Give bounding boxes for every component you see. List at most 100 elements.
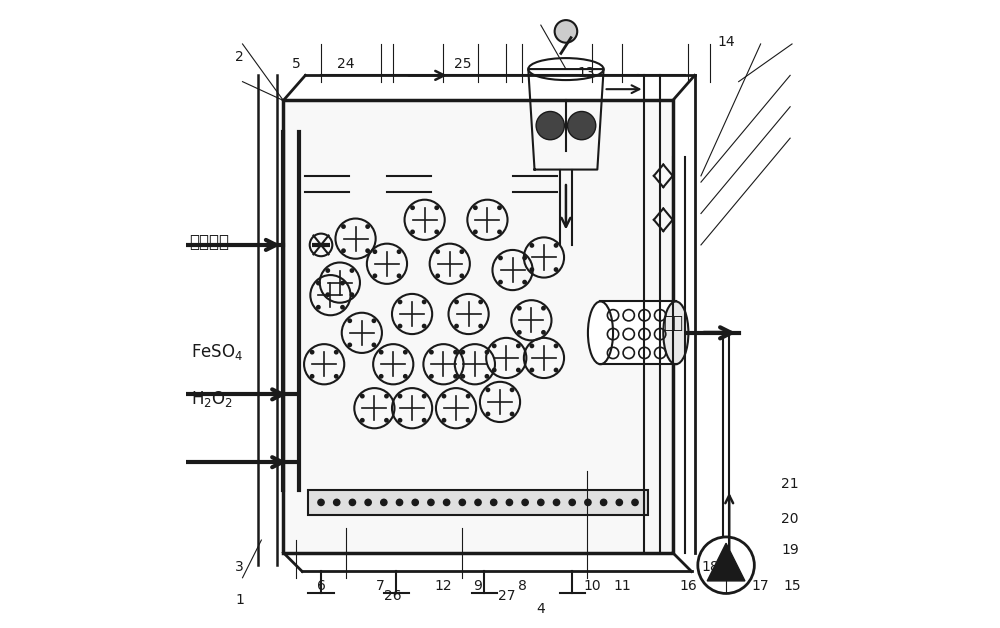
Circle shape	[403, 350, 408, 355]
Circle shape	[349, 499, 356, 506]
Text: 5: 5	[292, 57, 300, 70]
Circle shape	[485, 350, 489, 355]
Circle shape	[410, 229, 415, 234]
Circle shape	[536, 112, 564, 140]
Circle shape	[397, 273, 401, 278]
Text: 8: 8	[518, 579, 526, 593]
Text: 24: 24	[337, 57, 355, 70]
Circle shape	[422, 300, 427, 305]
Circle shape	[698, 537, 754, 593]
Circle shape	[316, 305, 321, 310]
Circle shape	[384, 418, 389, 423]
Circle shape	[397, 249, 401, 254]
Circle shape	[459, 499, 465, 506]
Circle shape	[454, 323, 459, 328]
Circle shape	[340, 281, 345, 286]
Circle shape	[529, 267, 534, 272]
Circle shape	[428, 499, 434, 506]
Circle shape	[492, 367, 497, 372]
Circle shape	[443, 499, 450, 506]
Circle shape	[396, 499, 403, 506]
Text: 25: 25	[454, 57, 471, 70]
Polygon shape	[707, 543, 745, 581]
Text: 7: 7	[376, 579, 385, 593]
Text: 2: 2	[235, 50, 244, 64]
Text: 6: 6	[317, 579, 325, 593]
Circle shape	[372, 273, 377, 278]
Circle shape	[498, 279, 503, 284]
Circle shape	[347, 342, 352, 347]
Circle shape	[522, 499, 528, 506]
Text: 15: 15	[783, 579, 801, 593]
Circle shape	[434, 229, 439, 234]
Circle shape	[341, 224, 346, 229]
Circle shape	[310, 374, 314, 379]
Circle shape	[442, 394, 446, 399]
Circle shape	[478, 300, 483, 305]
Circle shape	[466, 394, 471, 399]
Text: 4: 4	[536, 602, 545, 615]
Circle shape	[475, 499, 481, 506]
Circle shape	[347, 318, 352, 323]
Circle shape	[453, 350, 458, 355]
Text: 19: 19	[781, 543, 799, 557]
Circle shape	[422, 394, 427, 399]
Text: 14: 14	[717, 35, 735, 48]
Circle shape	[517, 306, 522, 311]
Circle shape	[398, 418, 402, 423]
Circle shape	[316, 281, 321, 286]
Circle shape	[379, 374, 384, 379]
Circle shape	[334, 499, 340, 506]
Text: 21: 21	[781, 477, 799, 491]
Text: 13: 13	[578, 66, 595, 80]
Circle shape	[510, 411, 514, 416]
Circle shape	[632, 499, 638, 506]
Circle shape	[334, 350, 339, 355]
Circle shape	[522, 256, 527, 261]
Circle shape	[459, 273, 464, 278]
Circle shape	[497, 205, 502, 210]
Circle shape	[486, 411, 490, 416]
Circle shape	[585, 499, 591, 506]
Circle shape	[616, 499, 622, 506]
Circle shape	[554, 344, 558, 349]
Circle shape	[529, 344, 534, 349]
Circle shape	[569, 499, 575, 506]
Circle shape	[310, 350, 314, 355]
Circle shape	[554, 367, 558, 372]
Circle shape	[460, 374, 465, 379]
Bar	[283, 100, 673, 553]
Text: 16: 16	[680, 579, 697, 593]
Circle shape	[372, 342, 376, 347]
Ellipse shape	[663, 301, 688, 364]
Circle shape	[379, 350, 384, 355]
Circle shape	[459, 249, 464, 254]
Circle shape	[510, 387, 514, 392]
Circle shape	[365, 248, 370, 253]
Circle shape	[412, 499, 418, 506]
Circle shape	[403, 374, 408, 379]
Circle shape	[381, 499, 387, 506]
Circle shape	[429, 350, 434, 355]
Circle shape	[318, 499, 324, 506]
Circle shape	[538, 499, 544, 506]
Text: H$_2$O$_2$: H$_2$O$_2$	[191, 389, 233, 409]
Circle shape	[529, 367, 534, 372]
Circle shape	[435, 273, 440, 278]
Circle shape	[553, 499, 560, 506]
Circle shape	[473, 229, 478, 234]
Circle shape	[497, 229, 502, 234]
Text: 3: 3	[235, 560, 244, 574]
Circle shape	[478, 323, 483, 328]
Circle shape	[541, 306, 546, 311]
Text: 17: 17	[752, 579, 769, 593]
Circle shape	[516, 344, 521, 349]
Circle shape	[410, 205, 415, 210]
Text: 12: 12	[435, 579, 452, 593]
Circle shape	[529, 243, 534, 248]
Circle shape	[491, 499, 497, 506]
Circle shape	[485, 374, 489, 379]
Circle shape	[422, 418, 427, 423]
Circle shape	[398, 323, 402, 328]
Circle shape	[365, 224, 370, 229]
